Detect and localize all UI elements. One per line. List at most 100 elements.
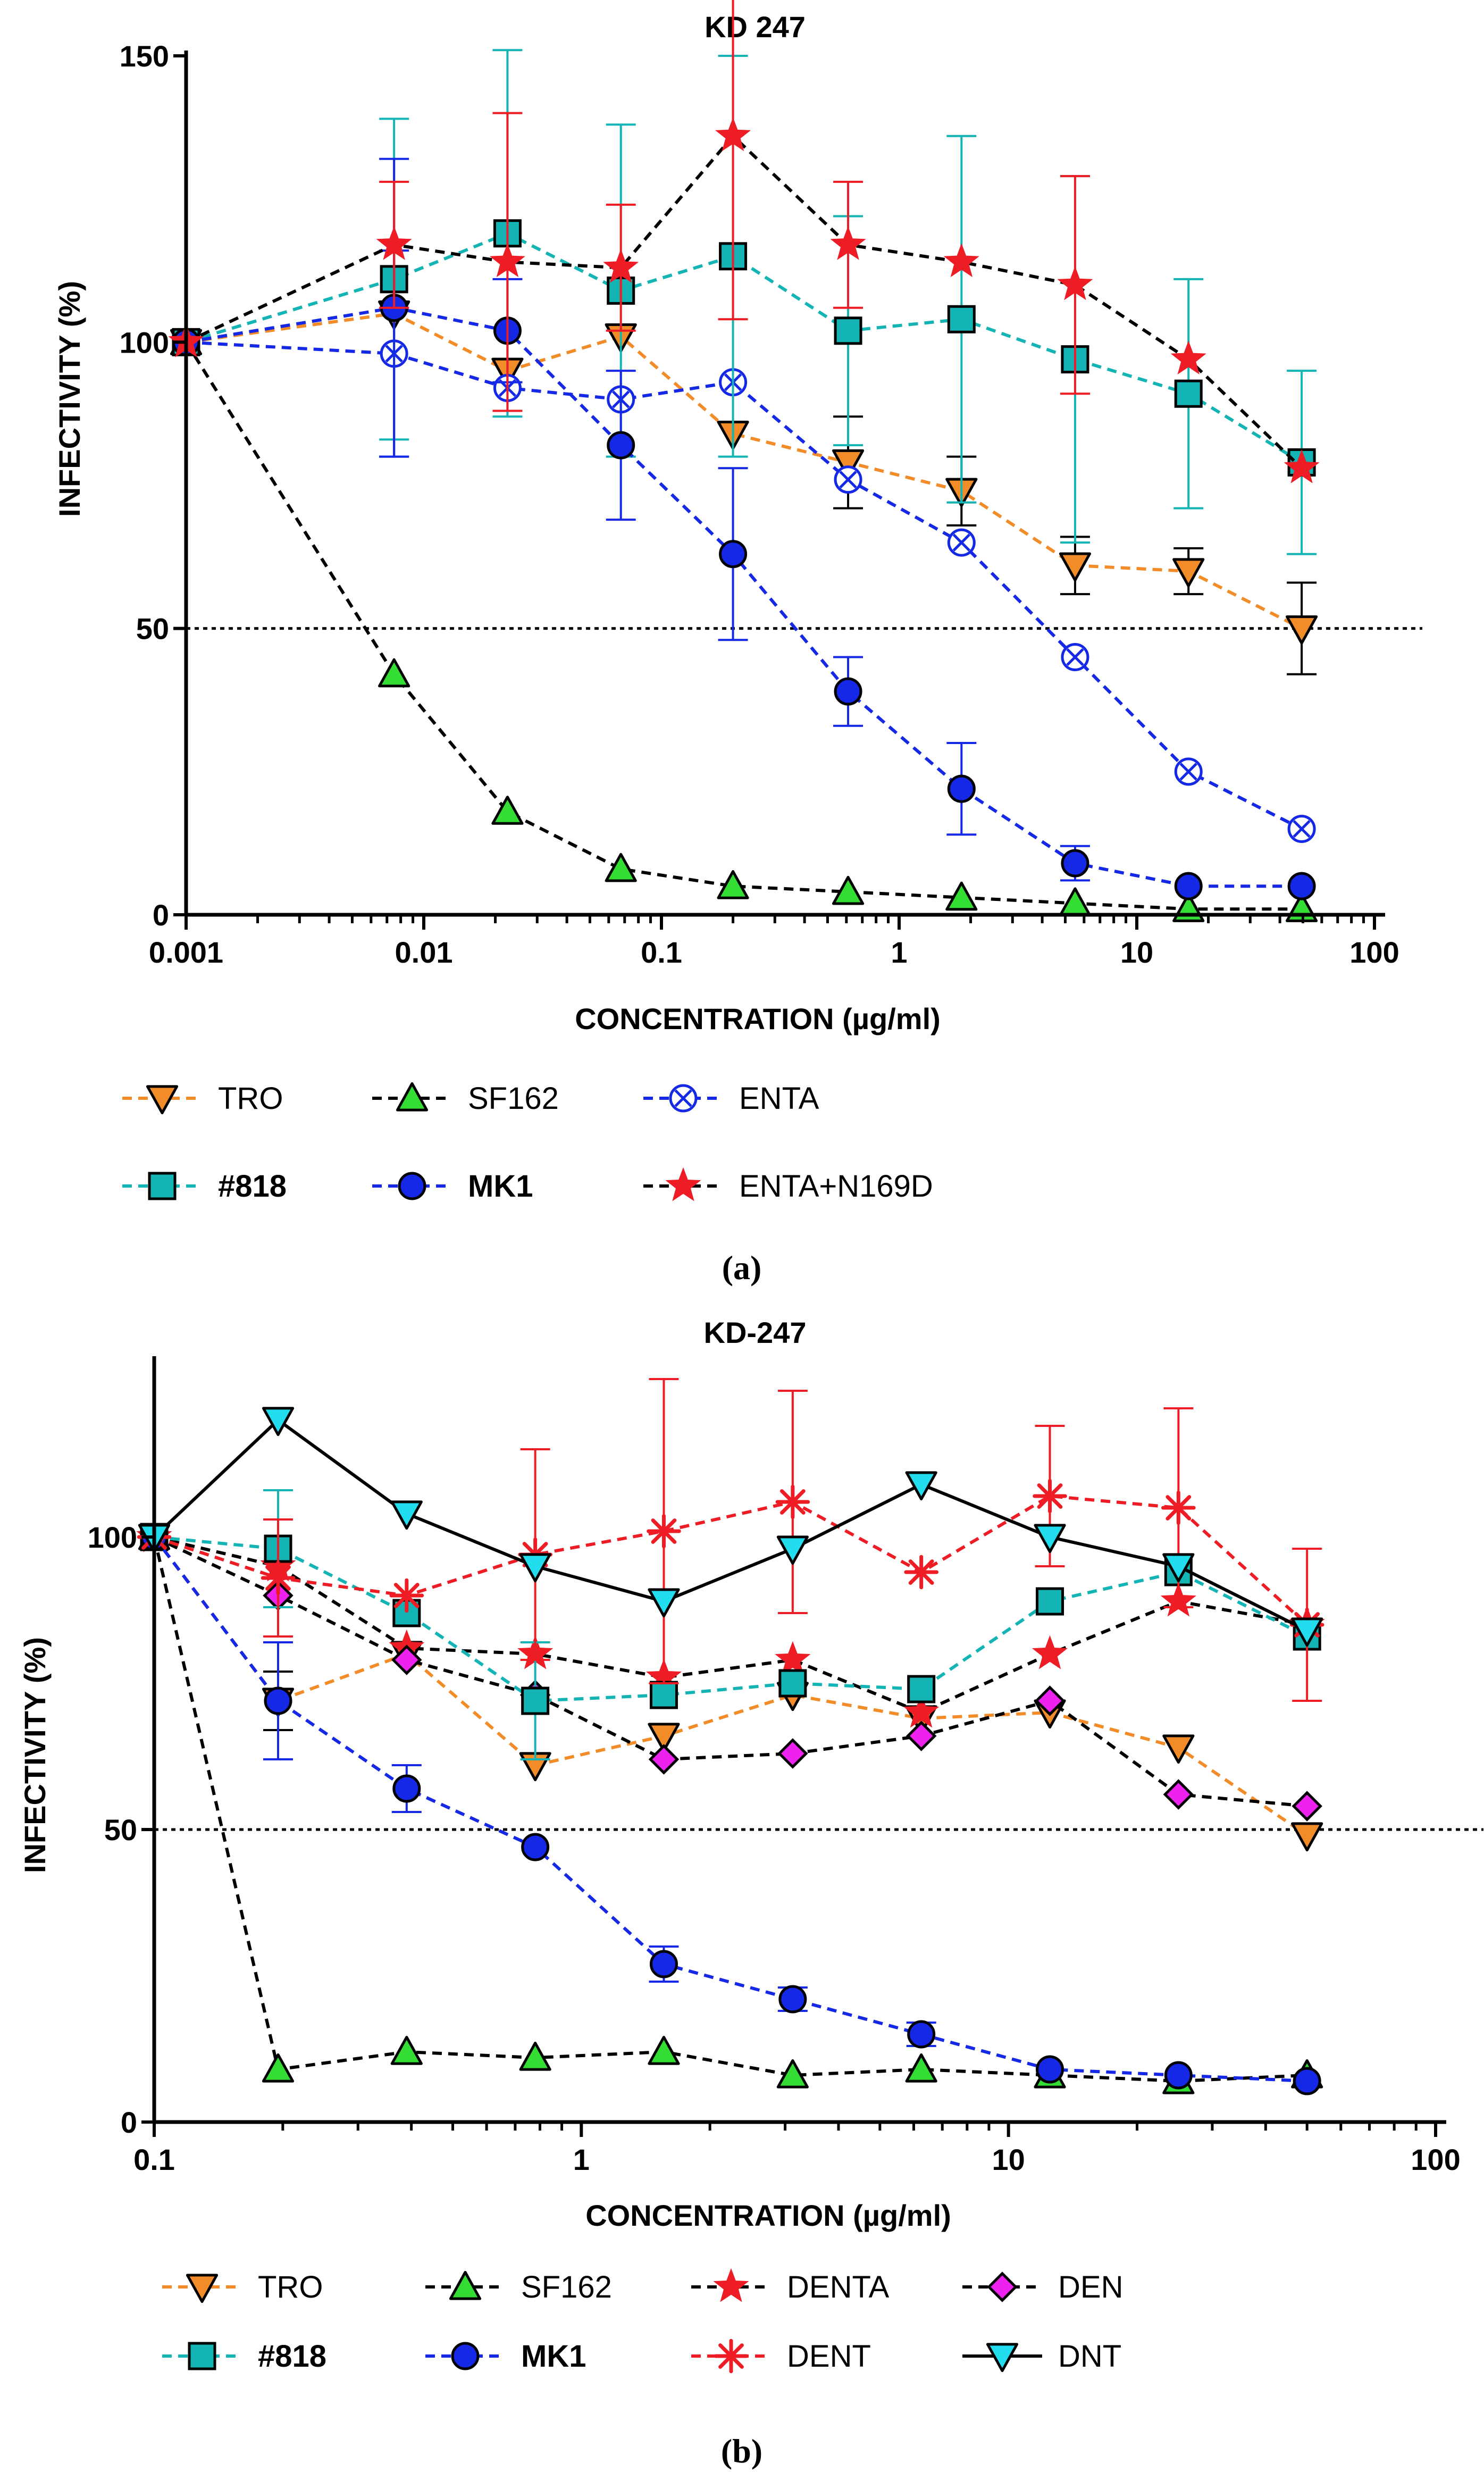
a-y-tick-label: 100: [120, 325, 169, 359]
a-point: [943, 243, 979, 278]
a-x-tick-label: 0.1: [641, 936, 682, 969]
a-legend-marker: [396, 1082, 429, 1112]
b-x-tick-label: 0.1: [133, 2143, 175, 2176]
a-point: [378, 658, 410, 688]
b-line-denta: [154, 1535, 1307, 1715]
panel-a-legend: TRO SF162 ENTA #818 MK1 ENTA+N169D: [122, 1081, 933, 1204]
a-point: [834, 316, 862, 345]
b-line-sf162: [153, 1536, 1307, 2083]
a-y-tick-label: 0: [153, 898, 169, 932]
a-legend-marker: [669, 1084, 698, 1113]
b-legend-item-dnt: DNT: [962, 2339, 1121, 2374]
b-point: [1032, 1635, 1068, 1669]
b-point: [392, 1774, 421, 1803]
a-point: [1057, 266, 1093, 300]
b-point: [777, 1738, 808, 1769]
b-point: [907, 1675, 936, 1703]
b-point: [1033, 1479, 1067, 1514]
panel-a-y-axis-label: INFECTIVITY (%): [53, 281, 86, 517]
b-point: [389, 1578, 424, 1613]
b-point: [648, 2035, 680, 2065]
panel-b-title: KD-247: [704, 1316, 807, 1349]
a-legend-label: #818: [218, 1169, 287, 1204]
b-point: [390, 2035, 423, 2065]
b-point: [391, 1644, 422, 1675]
b-point: [776, 1535, 809, 1565]
b-line-dent: [154, 1494, 1309, 1626]
b-legend-item-denta: DENTA: [691, 2268, 890, 2304]
a-legend-label: ENTA+N169D: [739, 1169, 933, 1204]
a-y-tick-label: 150: [120, 39, 169, 73]
b-point: [262, 1407, 295, 1437]
b-line-mk1: [153, 1536, 1307, 2083]
a-legend-label: TRO: [218, 1081, 283, 1116]
b-point: [647, 1514, 681, 1549]
panel-b-legend: TRO SF162 DENTA DEN #818 MK1 DENT DNT: [162, 2268, 1123, 2374]
b-line-dnt: [153, 1418, 1308, 1632]
a-point: [1285, 615, 1318, 645]
a-point: [1287, 815, 1316, 843]
a-point: [834, 465, 862, 494]
b-legend-item-n818: #818: [162, 2339, 326, 2374]
a-point: [1174, 757, 1203, 786]
b-point: [905, 1471, 937, 1501]
a-series-n818: [172, 49, 1317, 555]
a-series-sf162: [170, 326, 1318, 922]
b-point: [1034, 1685, 1066, 1716]
a-point: [830, 226, 866, 260]
b-point: [904, 1555, 938, 1590]
b-point: [1036, 2055, 1064, 2084]
b-point: [649, 1681, 678, 1709]
panel-b-x-axis-label: CONCENTRATION (µg/ml): [585, 2199, 951, 2232]
a-line-enta: [186, 340, 1303, 831]
b-point: [776, 2059, 809, 2089]
a-legend-label: SF162: [468, 1081, 559, 1116]
b-legend-marker: [987, 2271, 1018, 2302]
a-x-tick-label: 100: [1349, 936, 1399, 969]
a-point: [603, 249, 639, 283]
panel-a-label: (a): [722, 1249, 762, 1287]
b-legend-label: TRO: [258, 2270, 323, 2304]
a-point: [1061, 849, 1089, 878]
b-line-tro: [153, 1536, 1308, 1837]
b-point: [519, 1553, 551, 1583]
b-point: [1161, 1490, 1196, 1525]
b-point: [1291, 1617, 1323, 1647]
b-series-mk1: [140, 1523, 1321, 2095]
b-point: [1293, 2067, 1321, 2095]
panel-a-title: KD 247: [705, 10, 806, 44]
a-x-tick-label: 1: [891, 936, 907, 969]
a-point: [1174, 872, 1203, 900]
a-line-tro: [186, 312, 1303, 630]
a-legend-marker: [148, 1172, 177, 1200]
a-x-tick-label: 0.01: [395, 936, 453, 969]
b-point: [262, 2053, 295, 2083]
a-point: [834, 677, 862, 706]
b-point: [264, 1686, 292, 1715]
a-point: [1172, 558, 1205, 588]
a-x-tick-label: 10: [1120, 936, 1153, 969]
b-legend-label: DENT: [787, 2339, 871, 2374]
a-point: [832, 875, 865, 905]
a-y-tick-label: 50: [136, 612, 169, 646]
b-y-tick-label: 50: [104, 1813, 137, 1847]
a-legend-item-enta: ENTA: [643, 1081, 819, 1116]
b-point: [521, 1686, 550, 1715]
a-legend-marker: [398, 1172, 426, 1200]
b-series-dent: [137, 1378, 1324, 1702]
a-point: [715, 117, 751, 152]
b-point: [521, 1833, 550, 1861]
panel-a-x-axis-label: CONCENTRATION (µg/ml): [575, 1002, 941, 1035]
a-point: [947, 774, 976, 803]
a-legend-marker: [665, 1167, 701, 1201]
a-legend-item-mk1: MK1: [372, 1169, 533, 1204]
b-point: [519, 2041, 551, 2071]
a-series-enta_n169d: [168, 0, 1320, 483]
b-legend-label: DNT: [1058, 2339, 1121, 2374]
b-y-tick-label: 100: [88, 1521, 137, 1554]
b-point: [1162, 1553, 1195, 1583]
b-point: [1162, 1734, 1195, 1764]
a-point: [489, 243, 525, 278]
a-legend-item-sf162: SF162: [372, 1081, 559, 1116]
